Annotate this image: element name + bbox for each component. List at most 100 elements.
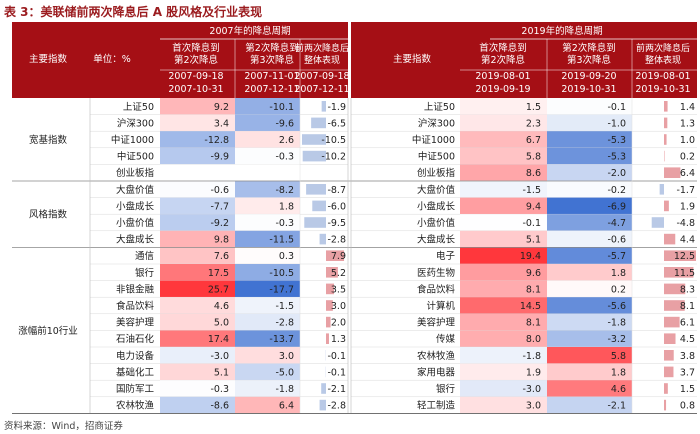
left-cell-b	[235, 380, 300, 397]
left-value-a: -0.6	[210, 185, 229, 196]
right-bar-c	[664, 117, 668, 129]
right-bar-c	[664, 399, 667, 411]
right-value-c: 1.4	[680, 102, 695, 113]
right-cell-b	[547, 380, 632, 397]
left-col-unit: 单位：%	[93, 53, 131, 65]
right-cell-b	[547, 131, 632, 148]
right-cell-b	[547, 114, 632, 132]
group-label: 宽基指数	[29, 134, 68, 146]
left-cell-b	[235, 297, 300, 314]
right-value-b: -1.0	[607, 118, 626, 129]
right-h2-line2: 第3次降息	[567, 54, 611, 66]
right-value-a: 5.8	[526, 152, 541, 163]
right-value-c: 4.4	[680, 235, 695, 246]
left-cell-b	[235, 230, 300, 248]
left-row-name: 非银金融	[116, 283, 155, 295]
right-value-b: -6.9	[607, 201, 626, 212]
left-h3-line2: 整体表现	[304, 54, 340, 66]
right-row-name: 中证500	[418, 151, 455, 163]
left-value-a: 5.0	[214, 318, 229, 329]
left-row-name: 大盘价值	[116, 184, 155, 196]
left-value-b: -11.5	[269, 235, 294, 246]
right-bar-c	[664, 250, 696, 261]
right-row-name: 沪深300	[418, 117, 455, 129]
right-bar-c	[664, 333, 676, 344]
left-bar-c	[321, 383, 326, 394]
right-bar-c	[664, 300, 685, 311]
right-cell-b	[547, 297, 632, 314]
left-value-c: -9.5	[327, 218, 346, 229]
left-value-a: -0.3	[210, 384, 229, 395]
left-value-c: -10.2	[321, 152, 346, 163]
left-row-name: 国防军工	[116, 383, 155, 395]
left-value-a: 7.6	[214, 251, 229, 262]
left-value-c: 3.0	[331, 301, 346, 312]
right-bar-c	[664, 134, 667, 145]
right-cell-a	[460, 247, 547, 264]
left-bar-c	[326, 333, 329, 344]
right-bar-c	[664, 200, 669, 212]
right-bar-c	[664, 150, 665, 162]
right-h3-line1: 前两次降息后	[636, 42, 690, 54]
right-value-a: 1.5	[526, 102, 541, 113]
right-bar-c	[664, 233, 676, 245]
right-value-b: -3.2	[607, 334, 626, 345]
header-right-bg	[351, 22, 697, 98]
left-cell-b	[235, 396, 300, 414]
right-d2-start: 2019-09-20	[561, 71, 616, 82]
right-value-a: 9.4	[526, 201, 541, 212]
right-bar-c	[664, 350, 674, 361]
left-row-name: 小盘价值	[116, 217, 155, 229]
right-row-name: 电子	[436, 250, 456, 262]
left-d1-end: 2007-10-31	[168, 84, 223, 95]
left-d2-start: 2007-11-01	[244, 71, 299, 82]
left-value-b: -9.6	[275, 118, 294, 129]
left-cell-b	[235, 131, 300, 148]
source-note: 资料来源：Wind，招商证券	[4, 421, 123, 432]
right-value-b: -2.1	[607, 401, 626, 412]
right-bar-c	[664, 383, 668, 394]
right-row-name: 大盘价值	[417, 184, 456, 196]
left-value-a: 25.7	[208, 284, 229, 295]
left-cell-a	[160, 197, 235, 215]
left-value-c: -0.1	[327, 351, 346, 362]
group-label: 涨幅前10行业	[18, 325, 78, 337]
left-cell-a	[160, 181, 235, 198]
right-cell-b	[547, 330, 632, 347]
right-cell-b	[547, 247, 632, 264]
right-row-name: 银行	[436, 383, 456, 395]
right-value-a: -1.5	[522, 185, 541, 196]
right-row-name: 创业板指	[417, 167, 456, 179]
left-bar-c	[326, 250, 345, 261]
left-value-b: 6.4	[279, 401, 294, 412]
left-row-name: 美容护理	[116, 317, 155, 329]
right-value-b: -5.3	[607, 135, 626, 146]
right-col-main: 主要指数	[393, 53, 432, 65]
right-bar-c	[664, 283, 686, 295]
right-value-a: 8.1	[526, 284, 541, 295]
left-cell-a	[160, 131, 235, 148]
left-value-c: 1.3	[331, 334, 346, 345]
left-value-b: 2.6	[279, 135, 294, 146]
left-bar-c	[311, 117, 326, 129]
left-cell-b	[235, 147, 300, 165]
right-value-a: 5.1	[526, 235, 541, 246]
right-row-name: 传媒	[436, 333, 456, 345]
right-d1-start: 2019-08-01	[475, 71, 530, 82]
left-value-a: 3.4	[214, 118, 229, 129]
left-value-c: -6.5	[327, 118, 346, 129]
left-cell-a	[160, 264, 235, 281]
left-row-name: 石油石化	[116, 333, 155, 345]
right-value-b: 1.8	[611, 367, 626, 378]
left-value-b: -8.2	[275, 185, 294, 196]
right-period-label: 2019年的降息周期	[521, 25, 602, 37]
left-bar-c	[304, 217, 326, 228]
right-value-c: 1.3	[680, 118, 695, 129]
right-h2-line1: 第2次降息到	[562, 42, 616, 54]
left-cell-a	[160, 380, 235, 397]
left-h2-line2: 第3次降息	[250, 54, 294, 66]
right-value-b: -5.3	[607, 152, 626, 163]
right-row-name: 家用电器	[417, 366, 456, 378]
right-cell-a	[460, 380, 547, 397]
